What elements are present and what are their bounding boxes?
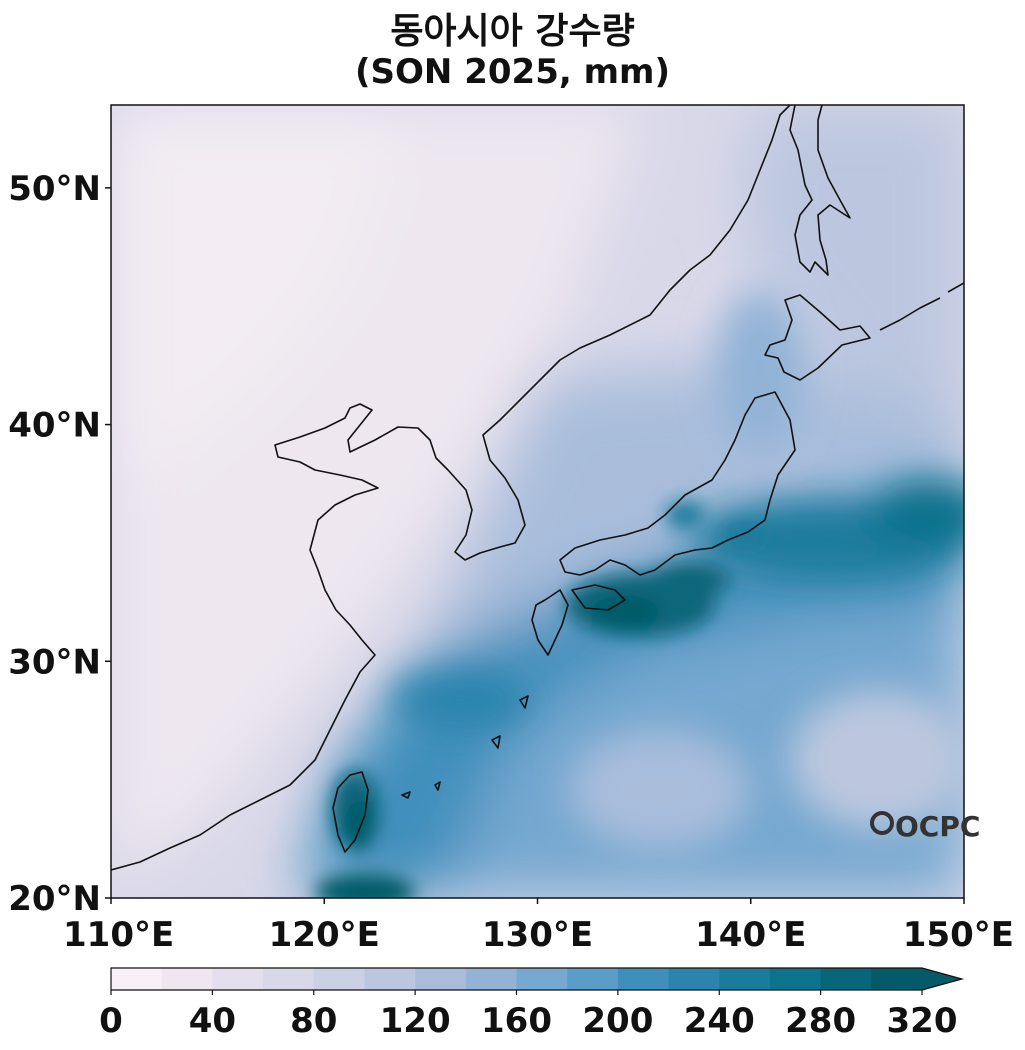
watermark-text: OCPC [895, 810, 980, 843]
coastline-china [111, 105, 791, 871]
colorbar-segment [313, 968, 365, 990]
coastlines [111, 105, 964, 871]
lon-tick-label: 110°E [63, 915, 174, 955]
longitude-ticks: 110°E 120°E 130°E 140°E 150°E [63, 898, 1014, 955]
lon-tick-label: 120°E [269, 915, 380, 955]
colorbar-segment [212, 968, 264, 990]
colorbar-extend-arrow [922, 968, 962, 990]
colorbar-segment [617, 968, 670, 990]
coastline-taiwan [332, 771, 369, 853]
colorbar-segment [415, 968, 467, 990]
colorbar: 0 40 80 120 160 200 240 280 320 [99, 967, 965, 1041]
colorbar-tick-label: 240 [684, 1001, 755, 1041]
colorbar-segment [465, 968, 517, 990]
latitude-ticks: 20°N 30°N 40°N 50°N [8, 169, 111, 919]
lon-tick-label: 150°E [903, 915, 1014, 955]
colorbar-outline [110, 967, 965, 991]
lat-tick-label: 50°N [8, 169, 101, 209]
colorbar-tick-label: 280 [785, 1001, 856, 1041]
lon-tick-label: 140°E [695, 915, 806, 955]
colorbar-segment [364, 968, 416, 990]
coastline-ryukyu [401, 695, 529, 799]
coastline-hokkaido [764, 294, 871, 381]
map-subtitle: (SON 2025, mm) [355, 52, 670, 92]
colorbar-segment [263, 968, 315, 990]
colorbar-segment [769, 968, 822, 990]
colorbar-tick-label: 320 [887, 1001, 958, 1041]
lat-tick-label: 40°N [8, 406, 101, 446]
colorbar-segment [871, 968, 923, 990]
colorbar-segment [516, 968, 568, 990]
colorbar-tick-label: 80 [290, 1001, 337, 1041]
colorbar-tick-label: 160 [481, 1001, 552, 1041]
colorbar-segment [820, 968, 872, 990]
colorbar-segment [161, 968, 213, 990]
colorbar-segment [668, 968, 720, 990]
colorbar-tick-label: 200 [582, 1001, 653, 1041]
colorbar-tick-label: 40 [189, 1001, 236, 1041]
colorbar-segment [719, 968, 771, 990]
coastline-honshu [559, 391, 796, 576]
coastline-kyushu [531, 589, 569, 656]
lon-tick-label: 130°E [482, 915, 593, 955]
lat-tick-label: 20°N [8, 879, 101, 919]
colorbar-segment [111, 968, 163, 990]
coastline-kurils [879, 282, 964, 331]
ocpc-watermark: OCPC [870, 810, 980, 843]
colorbar-tick-label: 0 [99, 1001, 123, 1041]
precipitation-field [111, 105, 964, 898]
map-title: 동아시아 강수량 [390, 11, 635, 52]
colorbar-tick-label: 120 [380, 1001, 451, 1041]
coastline-shikoku [571, 584, 626, 611]
colorbar-segment [567, 968, 619, 990]
coastline-sakhalin [789, 105, 851, 276]
lat-tick-label: 30°N [8, 642, 101, 682]
